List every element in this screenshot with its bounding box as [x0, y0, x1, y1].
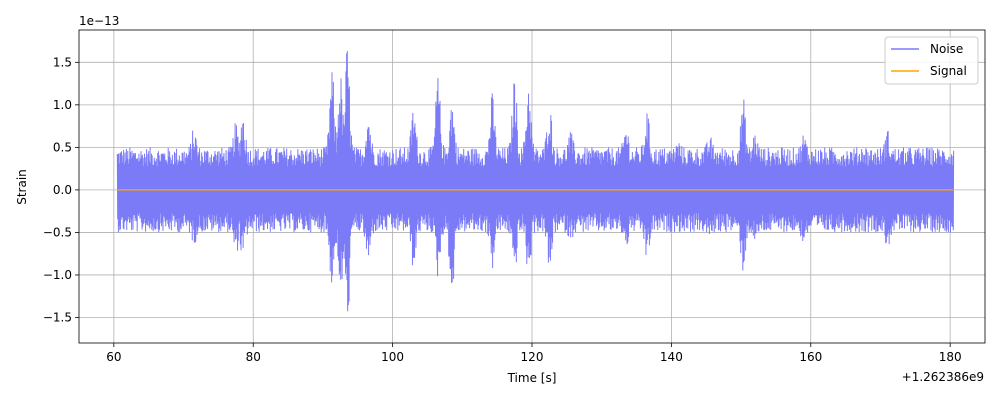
y-axis: −1.5 −1.0 −0.5 0.0 0.5 1.0 1.5 — [43, 55, 79, 324]
noise-trace — [116, 51, 955, 312]
y-tick-label: −1.5 — [43, 310, 72, 324]
legend: Noise Signal — [884, 36, 979, 85]
y-scale-label: 1e−13 — [79, 14, 119, 28]
x-tick-label: 180 — [939, 350, 962, 364]
x-tick-label: 100 — [381, 350, 404, 364]
y-tick-label: 0.0 — [53, 183, 72, 197]
plot-area — [78, 29, 986, 344]
legend-label-signal: Signal — [930, 64, 967, 78]
y-tick-label: 1.0 — [53, 98, 72, 112]
x-offset-label: +1.262386e9 — [902, 370, 984, 384]
series-noise — [116, 51, 955, 312]
x-tick-label: 60 — [106, 350, 121, 364]
y-tick-label: 1.5 — [53, 55, 72, 69]
y-axis-label: Strain — [15, 169, 29, 205]
x-tick-label: 140 — [660, 350, 683, 364]
legend-label-noise: Noise — [930, 42, 963, 56]
x-axis: 60 80 100 120 140 160 180 — [106, 343, 962, 364]
y-tick-label: −1.0 — [43, 268, 72, 282]
x-tick-label: 160 — [799, 350, 822, 364]
y-tick-label: −0.5 — [43, 225, 72, 239]
x-axis-label: Time [s] — [507, 371, 557, 385]
y-tick-label: 0.5 — [53, 140, 72, 154]
x-tick-label: 120 — [521, 350, 544, 364]
x-tick-label: 80 — [246, 350, 261, 364]
